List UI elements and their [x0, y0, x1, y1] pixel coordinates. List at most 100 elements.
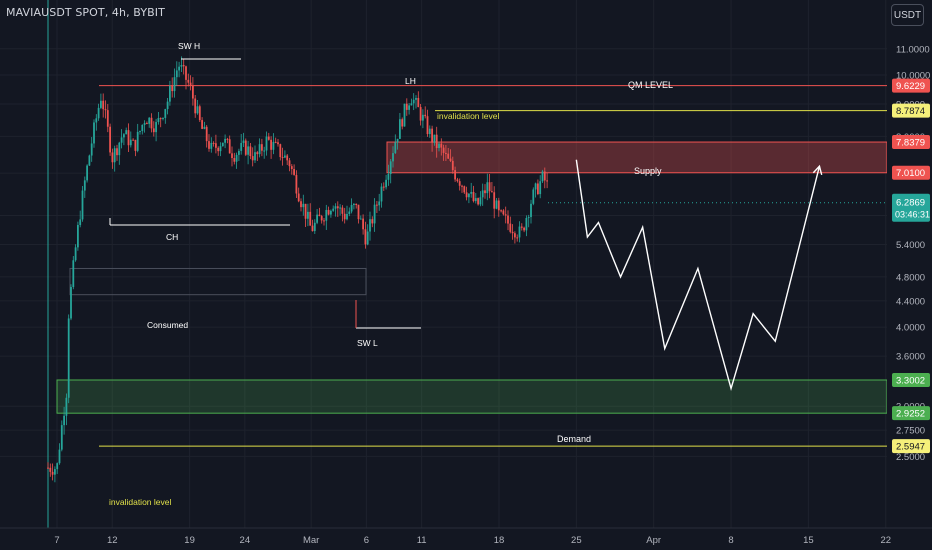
candle	[111, 148, 114, 169]
candle	[143, 120, 146, 133]
candle	[373, 198, 376, 232]
candle	[447, 147, 450, 160]
candle	[405, 98, 408, 116]
candle	[270, 136, 272, 159]
candle-body	[203, 126, 206, 129]
candle	[54, 466, 56, 483]
candle	[389, 159, 392, 184]
candle-body	[387, 174, 390, 180]
candle	[456, 177, 459, 183]
candle-body	[389, 161, 392, 175]
candle	[403, 103, 406, 127]
candle-body	[445, 152, 447, 154]
candle-body	[125, 130, 128, 135]
candle-body	[221, 142, 224, 147]
candle	[481, 183, 484, 206]
candle-body	[297, 193, 300, 202]
candle	[295, 170, 298, 198]
candle-body	[339, 207, 341, 209]
price-label-bg	[892, 78, 930, 93]
candle-body	[511, 231, 514, 234]
candle	[100, 93, 102, 110]
candle-body	[353, 203, 355, 205]
candle-body	[152, 128, 155, 133]
lh-label: LH	[405, 76, 416, 86]
sw-h-label: SW H	[178, 41, 200, 51]
y-tick-label: 10.0000	[896, 71, 930, 82]
candle-body	[226, 138, 229, 140]
candle	[88, 154, 91, 166]
candle-body	[109, 126, 111, 153]
candle-body	[546, 180, 548, 182]
candle-body	[102, 100, 105, 110]
candle	[543, 167, 546, 189]
candle	[146, 121, 148, 125]
price-label-2.9252: 2.9252	[892, 406, 930, 421]
candle-body	[440, 143, 443, 148]
consumed-box	[69, 267, 367, 296]
candle	[97, 103, 100, 121]
candle-body	[180, 65, 183, 67]
price-label-8.7874: 8.7874	[892, 103, 930, 118]
candle-body	[378, 201, 381, 206]
candle	[178, 61, 180, 78]
candle-body	[263, 150, 266, 152]
candle	[141, 124, 144, 135]
candle	[336, 201, 339, 217]
candle	[330, 209, 332, 218]
candle-body	[401, 119, 404, 127]
candle	[86, 164, 88, 183]
candle-body	[224, 138, 226, 143]
candle-body	[525, 217, 528, 231]
candle	[313, 219, 316, 234]
candle	[81, 186, 84, 222]
candle	[263, 146, 266, 159]
candle-body	[454, 170, 456, 180]
candle-body	[74, 247, 77, 261]
candle-body	[60, 425, 63, 450]
candle	[83, 176, 86, 198]
candle	[316, 208, 318, 225]
candle	[527, 214, 530, 228]
candle-body	[382, 186, 385, 188]
candle	[150, 113, 153, 133]
candle-body	[56, 463, 59, 470]
candle-body	[502, 210, 505, 215]
price-label-text: 8.7874	[896, 106, 925, 117]
x-tick-label: 18	[494, 535, 505, 546]
y-tick-label: 2.5000	[896, 452, 925, 463]
candle	[537, 179, 539, 196]
candle	[221, 142, 224, 147]
candle-body	[129, 139, 132, 146]
candle-body	[201, 120, 203, 129]
candle	[290, 164, 293, 175]
candle-body	[422, 114, 424, 121]
candle-body	[336, 206, 339, 209]
candle	[454, 166, 456, 182]
candle	[79, 210, 82, 228]
candle-body	[474, 198, 477, 202]
candle	[187, 73, 190, 87]
candle-body	[47, 467, 49, 469]
candle-body	[380, 186, 383, 202]
currency-button[interactable]: USDT	[891, 4, 924, 26]
candle-body	[240, 142, 243, 151]
candle	[196, 100, 199, 115]
candle-body	[77, 224, 79, 248]
candle-body	[134, 139, 137, 151]
candle-body	[132, 139, 134, 141]
candle	[235, 152, 238, 169]
candle-body	[435, 134, 438, 149]
candle-body	[500, 210, 502, 212]
demand-label: Demand	[557, 434, 591, 444]
candle-body	[67, 318, 70, 398]
candle-body	[304, 203, 307, 219]
candle-body	[150, 117, 153, 129]
candle-body	[100, 100, 102, 108]
candle	[318, 207, 321, 217]
price-label-text: 2.5947	[896, 442, 925, 453]
candle	[194, 95, 197, 118]
candle	[224, 134, 226, 149]
